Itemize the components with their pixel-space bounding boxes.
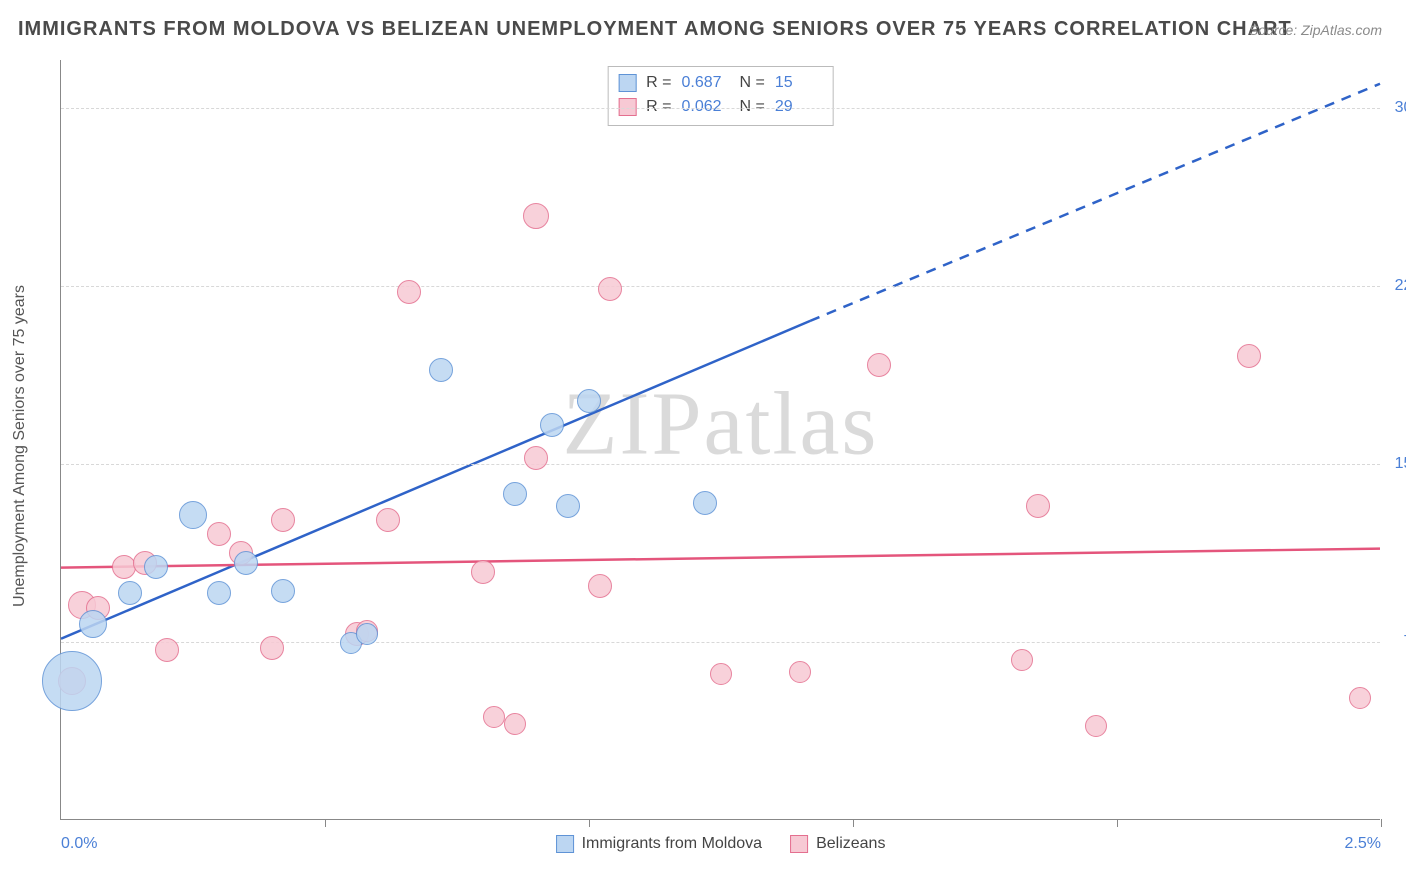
belize-point (524, 446, 548, 470)
gridline (61, 642, 1380, 643)
series-label-moldova: Immigrants from Moldova (582, 835, 763, 853)
source-attribution: Source: ZipAtlas.com (1249, 22, 1382, 38)
stats-row-moldova: R = 0.687 N = 15 (618, 71, 823, 95)
x-tick (589, 819, 590, 827)
x-tick (853, 819, 854, 827)
moldova-point (356, 623, 378, 645)
belize-point (1026, 494, 1050, 518)
swatch-belize (790, 835, 808, 853)
moldova-point (693, 491, 717, 515)
swatch-moldova (618, 74, 636, 92)
y-tick-label: 15.0% (1385, 455, 1406, 473)
belize-point (1237, 344, 1261, 368)
moldova-point (577, 389, 601, 413)
x-tick (1117, 819, 1118, 827)
belize-point (376, 508, 400, 532)
correlation-stats-legend: R = 0.687 N = 15 R = 0.062 N = 29 (607, 66, 834, 126)
belize-point (207, 522, 231, 546)
moldova-point (503, 482, 527, 506)
belize-point (504, 713, 526, 735)
watermark: ZIPatlas (563, 373, 879, 476)
belize-point (1349, 687, 1371, 709)
belize-point (523, 203, 549, 229)
y-tick-label: 22.5% (1385, 277, 1406, 295)
gridline (61, 286, 1380, 287)
x-tick (325, 819, 326, 827)
moldova-point (556, 494, 580, 518)
belize-point (1011, 649, 1033, 671)
trend-lines (61, 60, 1380, 819)
moldova-point (42, 651, 102, 711)
x-tick (1381, 819, 1382, 827)
moldova-point (429, 358, 453, 382)
moldova-point (207, 581, 231, 605)
y-axis-label: Unemployment Among Seniors over 75 years (11, 285, 29, 607)
scatter-plot-area: ZIPatlas R = 0.687 N = 15 R = 0.062 N = … (60, 60, 1380, 820)
series-item-belize: Belizeans (790, 835, 885, 853)
belize-point (260, 636, 284, 660)
r-value-moldova: 0.687 (682, 71, 730, 95)
moldova-point (179, 501, 207, 529)
moldova-point (234, 551, 258, 575)
series-legend: Immigrants from Moldova Belizeans (556, 835, 886, 853)
n-value-moldova: 15 (775, 71, 823, 95)
belize-point (710, 663, 732, 685)
moldova-point (118, 581, 142, 605)
gridline (61, 464, 1380, 465)
y-tick-label: 7.5% (1385, 633, 1406, 651)
series-item-moldova: Immigrants from Moldova (556, 835, 763, 853)
belize-point (789, 661, 811, 683)
belize-point (155, 638, 179, 662)
series-label-belize: Belizeans (816, 835, 885, 853)
belize-point (471, 560, 495, 584)
belize-point (1085, 715, 1107, 737)
belize-point (397, 280, 421, 304)
belize-point (588, 574, 612, 598)
x-tick-label: 2.5% (1345, 835, 1381, 853)
swatch-moldova (556, 835, 574, 853)
belize-point (598, 277, 622, 301)
belize-point (483, 706, 505, 728)
moldova-point (540, 413, 564, 437)
y-tick-label: 30.0% (1385, 99, 1406, 117)
moldova-point (271, 579, 295, 603)
belize-point (112, 555, 136, 579)
belize-point (867, 353, 891, 377)
moldova-point (144, 555, 168, 579)
gridline (61, 108, 1380, 109)
x-tick-label: 0.0% (61, 835, 97, 853)
belize-point (271, 508, 295, 532)
r-label: R = (646, 71, 671, 95)
n-label: N = (740, 71, 765, 95)
moldova-point (79, 610, 107, 638)
chart-title: IMMIGRANTS FROM MOLDOVA VS BELIZEAN UNEM… (18, 18, 1292, 41)
